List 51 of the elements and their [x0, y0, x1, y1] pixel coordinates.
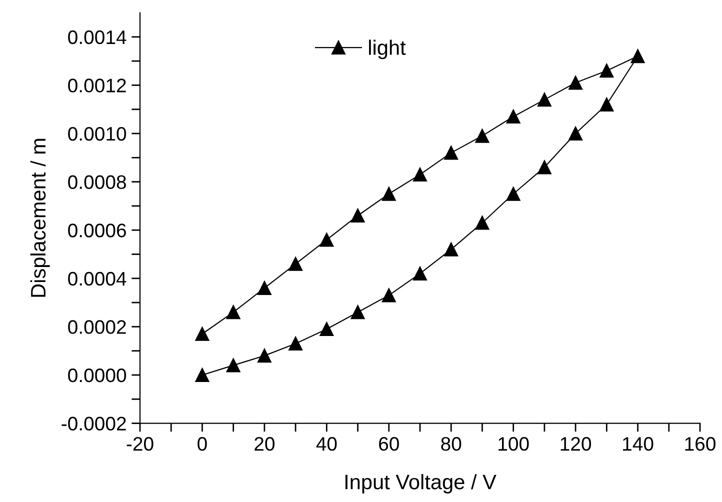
point — [568, 76, 582, 90]
point — [600, 64, 614, 78]
point — [226, 305, 240, 320]
x-tick-label: 60 — [379, 437, 399, 451]
point — [258, 348, 272, 363]
point — [195, 368, 210, 382]
x-tick-label: 20 — [254, 437, 274, 451]
y-tick-label: 0.0010 — [68, 126, 126, 141]
x-tick-label: 80 — [441, 437, 462, 451]
y-tick-label: 0.0008 — [68, 175, 126, 190]
point — [350, 208, 365, 223]
x-tick-label: 160 — [685, 437, 716, 451]
y-tick-label: 0.0014 — [68, 30, 126, 44]
y-tick-label: 0.0000 — [68, 368, 126, 382]
y-axis-title: Displacement / m — [30, 138, 50, 297]
point — [382, 186, 396, 201]
point — [600, 98, 614, 112]
x-tick-label: 120 — [560, 437, 592, 451]
y-tick-label: -0.0002 — [62, 416, 126, 431]
legend-label: light — [369, 40, 406, 60]
point — [258, 281, 272, 296]
point — [538, 92, 552, 107]
point — [506, 186, 520, 201]
point — [444, 242, 458, 256]
point — [413, 168, 427, 182]
point — [288, 256, 302, 271]
x-tick-label: 40 — [316, 437, 337, 451]
x-tick-label: 0 — [198, 437, 207, 451]
point — [382, 288, 396, 302]
x-tick-label: -20 — [126, 437, 154, 451]
x-tick-label: 100 — [498, 437, 529, 451]
point — [475, 128, 490, 143]
x-axis-title: Input Voltage / V — [345, 474, 496, 494]
point — [350, 305, 365, 320]
point — [320, 232, 334, 247]
point — [444, 146, 458, 160]
point — [538, 160, 552, 174]
point — [320, 322, 334, 336]
point — [506, 110, 520, 124]
y-tick-label: 0.0004 — [68, 272, 126, 286]
y-tick-label: 0.0006 — [68, 224, 126, 238]
point — [288, 336, 302, 351]
y-tick-label: 0.0012 — [68, 78, 126, 92]
point — [475, 216, 490, 230]
x-tick-label: 140 — [623, 437, 654, 451]
point — [195, 327, 210, 341]
point — [630, 49, 645, 64]
point — [568, 126, 582, 140]
y-tick-label: 0.0002 — [68, 320, 126, 334]
point — [413, 266, 427, 281]
point — [226, 358, 240, 372]
